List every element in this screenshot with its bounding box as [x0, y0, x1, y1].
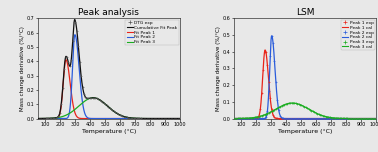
Title: LSM: LSM: [296, 9, 314, 17]
Y-axis label: Mass change derivative (%/°C): Mass change derivative (%/°C): [20, 26, 25, 111]
Y-axis label: Mass change derivative (%/°C): Mass change derivative (%/°C): [216, 26, 221, 111]
Legend: DTG exp, Cumulative Fit Peak, Fit Peak 1, Fit Peak 2, Fit Peak 3: DTG exp, Cumulative Fit Peak, Fit Peak 1…: [125, 20, 179, 45]
Legend: Peak 1 exp, Peak 1 cal, Peak 2 exp, Peak 2 cal, Peak 3 exp, Peak 3 cal: Peak 1 exp, Peak 1 cal, Peak 2 exp, Peak…: [341, 20, 375, 50]
X-axis label: Temperature (°C): Temperature (°C): [82, 129, 136, 134]
X-axis label: Temperature (°C): Temperature (°C): [278, 129, 332, 134]
Title: Peak analysis: Peak analysis: [79, 9, 139, 17]
